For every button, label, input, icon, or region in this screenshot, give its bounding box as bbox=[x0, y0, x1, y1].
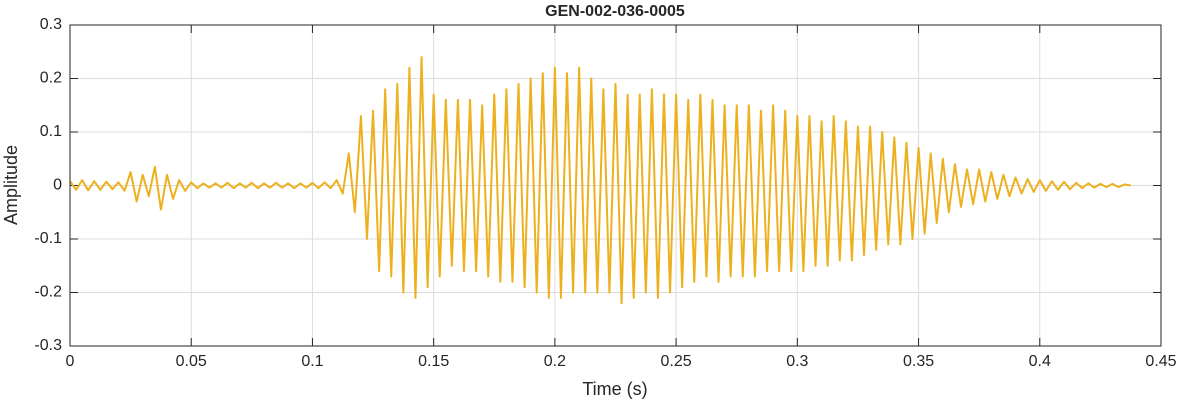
y-axis-label: Amplitude bbox=[1, 145, 21, 225]
y-tick-label: 0.2 bbox=[40, 70, 62, 87]
y-tick-label: -0.3 bbox=[34, 337, 62, 354]
y-tick-label: 0.3 bbox=[40, 16, 62, 33]
x-tick-label: 0.2 bbox=[544, 353, 566, 370]
y-tick-label: 0 bbox=[53, 177, 62, 194]
y-tick-label: -0.1 bbox=[34, 230, 62, 247]
x-tick-label: 0 bbox=[66, 353, 75, 370]
chart-title: GEN-002-036-0005 bbox=[545, 3, 685, 20]
x-tick-label: 0.05 bbox=[176, 353, 207, 370]
x-tick-label: 0.45 bbox=[1145, 353, 1176, 370]
x-tick-label: 0.1 bbox=[301, 353, 323, 370]
x-tick-label: 0.25 bbox=[661, 353, 692, 370]
x-tick-label: 0.15 bbox=[418, 353, 449, 370]
waveform bbox=[69, 56, 1131, 305]
x-tick-label: 0.4 bbox=[1029, 353, 1051, 370]
x-tick-label: 0.35 bbox=[903, 353, 934, 370]
x-tick-label: 0.3 bbox=[786, 353, 808, 370]
y-tick-label: -0.2 bbox=[34, 284, 62, 301]
y-tick-label: 0.1 bbox=[40, 123, 62, 140]
x-axis-label: Time (s) bbox=[582, 379, 647, 399]
axes-box bbox=[69, 24, 1162, 347]
